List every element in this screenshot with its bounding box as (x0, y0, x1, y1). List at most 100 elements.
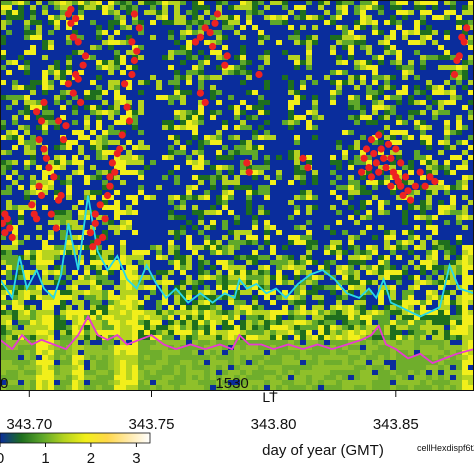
line-series-1 (0, 195, 474, 318)
red-marker (358, 168, 366, 176)
red-marker (55, 117, 63, 125)
red-marker (121, 80, 129, 88)
red-marker (402, 173, 410, 181)
red-marker (397, 182, 405, 190)
colorbar: 0 1 2 3 (0, 432, 151, 467)
red-marker (130, 10, 138, 18)
red-marker (209, 42, 217, 51)
red-marker (33, 108, 41, 116)
red-marker (28, 201, 36, 209)
lt-axis-label: LT (262, 389, 278, 405)
red-marker (35, 136, 43, 144)
red-marker (191, 38, 200, 46)
red-marker (103, 191, 112, 200)
red-marker (91, 219, 99, 227)
red-marker (128, 70, 136, 79)
red-marker (380, 154, 388, 162)
red-marker (118, 131, 126, 139)
red-marker (397, 159, 405, 167)
red-marker (384, 140, 393, 148)
red-marker (79, 61, 87, 69)
red-marker (69, 89, 77, 97)
red-marker (57, 191, 65, 200)
red-marker (89, 243, 97, 251)
x-tick-label: 343.85 (373, 416, 419, 433)
red-marker (67, 19, 75, 27)
lt-tick-label: 1530 (215, 375, 248, 392)
colorbar-tick-label: 0 (0, 450, 4, 467)
x-axis-title: day of year (GMT) (262, 442, 384, 459)
colorbar-tick-label: 1 (41, 450, 49, 467)
file-tag: cellHexdispf6t2h (417, 443, 474, 453)
x-tick-label: 343.75 (129, 416, 175, 433)
red-marker (96, 201, 104, 209)
x-axis: 343.70 343.75 343.80 343.85 (6, 391, 419, 433)
red-marker (223, 52, 231, 60)
red-marker (463, 24, 471, 32)
red-marker (52, 224, 60, 232)
red-marker (74, 75, 82, 83)
red-marker (211, 19, 219, 27)
red-marker (196, 33, 204, 41)
red-marker (123, 103, 131, 111)
red-marker (106, 182, 114, 190)
red-marker (111, 168, 119, 176)
red-marker (370, 150, 378, 158)
line-series-group (0, 195, 474, 365)
red-marker (460, 38, 468, 46)
red-marker (125, 117, 134, 125)
red-marker (72, 15, 80, 23)
red-marker (108, 159, 116, 167)
red-marker (382, 164, 390, 172)
colorbar-tick-label: 2 (87, 450, 95, 467)
red-marker (201, 24, 209, 32)
red-marker (99, 233, 107, 241)
red-marker (362, 145, 371, 153)
red-marker (377, 145, 385, 153)
red-marker (47, 210, 55, 218)
red-marker (101, 215, 109, 223)
red-marker (77, 98, 85, 106)
red-marker (94, 238, 102, 246)
red-marker (399, 191, 407, 200)
red-marker (360, 154, 368, 162)
red-marker (116, 145, 124, 153)
red-marker (196, 89, 204, 97)
red-marker (8, 233, 16, 241)
red-marker (1, 229, 9, 237)
red-marker (431, 177, 439, 186)
red-marker (86, 229, 94, 237)
red-marker (387, 182, 395, 190)
red-marker (106, 173, 114, 181)
red-marker (42, 154, 51, 162)
red-marker (6, 224, 14, 232)
red-marker (37, 117, 46, 125)
red-marker (40, 98, 48, 106)
red-marker (372, 159, 380, 167)
red-marker (365, 164, 373, 172)
colorbar-tick-label: 3 (132, 450, 140, 467)
colorbar-bar (0, 432, 151, 444)
red-marker (201, 98, 209, 106)
colorbar-ticks: 0 1 2 3 (0, 443, 141, 467)
red-marker (81, 52, 90, 60)
red-marker (62, 122, 70, 130)
red-marker (221, 61, 229, 69)
red-marker (133, 47, 141, 55)
red-marker (453, 56, 461, 65)
red-marker (404, 187, 412, 195)
red-marker (128, 38, 136, 46)
red-marker (421, 182, 429, 190)
red-marker (74, 38, 82, 46)
x-tick-label: 343.70 (6, 416, 52, 433)
red-marker (392, 145, 400, 153)
lt-axis: 1530 (215, 375, 248, 392)
red-marker (416, 168, 424, 176)
red-marker (245, 168, 253, 176)
lt-extra-tick-label: 0 (0, 375, 8, 392)
red-marker (304, 164, 312, 172)
red-marker (206, 28, 214, 37)
red-marker (35, 182, 43, 190)
red-marker (406, 196, 415, 204)
red-marker (213, 10, 222, 18)
